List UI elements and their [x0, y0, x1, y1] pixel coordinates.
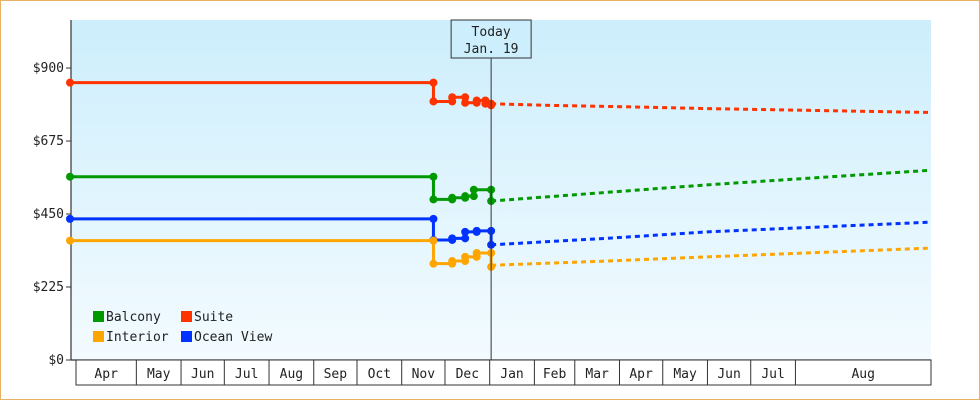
data-point: [472, 96, 481, 105]
series-forecast-ocean-view: [491, 220, 932, 247]
data-point: [429, 172, 438, 181]
legend-label: Suite: [194, 310, 233, 325]
data-point: [429, 259, 438, 268]
data-point: [472, 226, 481, 235]
data-point: [429, 236, 438, 245]
data-point: [461, 93, 470, 102]
today-box: [450, 19, 532, 59]
data-point: [66, 236, 74, 245]
month-label: Jul: [235, 367, 258, 382]
month-strip: [75, 359, 932, 386]
y-tick-label: $0: [48, 353, 64, 368]
y-tick-label: $225: [33, 280, 64, 295]
data-point: [469, 192, 478, 201]
series-forecast-balcony: [491, 168, 932, 203]
series-forecast-suite: [491, 102, 932, 114]
month-label: Oct: [368, 367, 391, 382]
data-point: [461, 234, 470, 243]
data-point: [429, 97, 438, 106]
month-label: Feb: [543, 367, 567, 382]
y-axis: $0 $225 $450 $675 $900: [33, 20, 72, 368]
data-point: [448, 257, 457, 266]
legend-label: Interior: [106, 330, 169, 345]
month-label: Apr: [94, 367, 118, 382]
plot-background: [71, 20, 931, 360]
month-label: Jul: [761, 367, 784, 382]
legend-label: Ocean View: [194, 330, 272, 345]
month-label: Sep: [324, 367, 348, 382]
data-point: [448, 234, 457, 243]
y-tick-label: $900: [33, 61, 64, 76]
month-label: Nov: [412, 367, 436, 382]
data-point: [472, 248, 481, 257]
y-tick-label: $675: [33, 134, 64, 149]
month-label: Jun: [717, 367, 740, 382]
data-point: [461, 252, 470, 261]
y-tick-label: $450: [33, 207, 64, 222]
today-date: Jan. 19: [464, 42, 519, 57]
legend: Balcony Suite Interior Ocean View: [93, 310, 272, 345]
data-point: [429, 214, 438, 223]
data-point: [66, 78, 74, 87]
series-layer: [66, 78, 932, 271]
x-axis: Apr May Jun Jul Aug Sep Oct Nov Dec Jan Feb Mar Apr M…: [71, 359, 932, 386]
data-point: [461, 98, 470, 107]
data-point: [448, 193, 457, 202]
month-label: May: [673, 367, 697, 382]
month-label: Jan: [500, 367, 523, 382]
series-forecast-interior: [491, 246, 932, 267]
legend-swatch: [93, 311, 104, 322]
legend-swatch: [93, 331, 104, 342]
data-point: [429, 78, 438, 87]
legend-swatch: [181, 311, 192, 322]
data-point: [429, 195, 438, 204]
legend-swatch: [181, 331, 192, 342]
data-point: [66, 172, 74, 181]
month-label: Apr: [629, 367, 653, 382]
today-marker: Today Jan. 19: [450, 19, 532, 360]
data-point: [66, 214, 74, 223]
data-point: [461, 227, 470, 236]
data-point: [461, 192, 470, 201]
month-label: Aug: [851, 367, 874, 382]
month-label: Jun: [191, 367, 214, 382]
month-label: Mar: [585, 367, 609, 382]
data-point: [469, 185, 478, 194]
legend-label: Balcony: [106, 310, 161, 325]
month-label: Dec: [456, 367, 479, 382]
month-label: Aug: [280, 367, 303, 382]
today-label: Today: [472, 25, 511, 40]
data-point: [448, 93, 457, 102]
month-label: May: [147, 367, 171, 382]
